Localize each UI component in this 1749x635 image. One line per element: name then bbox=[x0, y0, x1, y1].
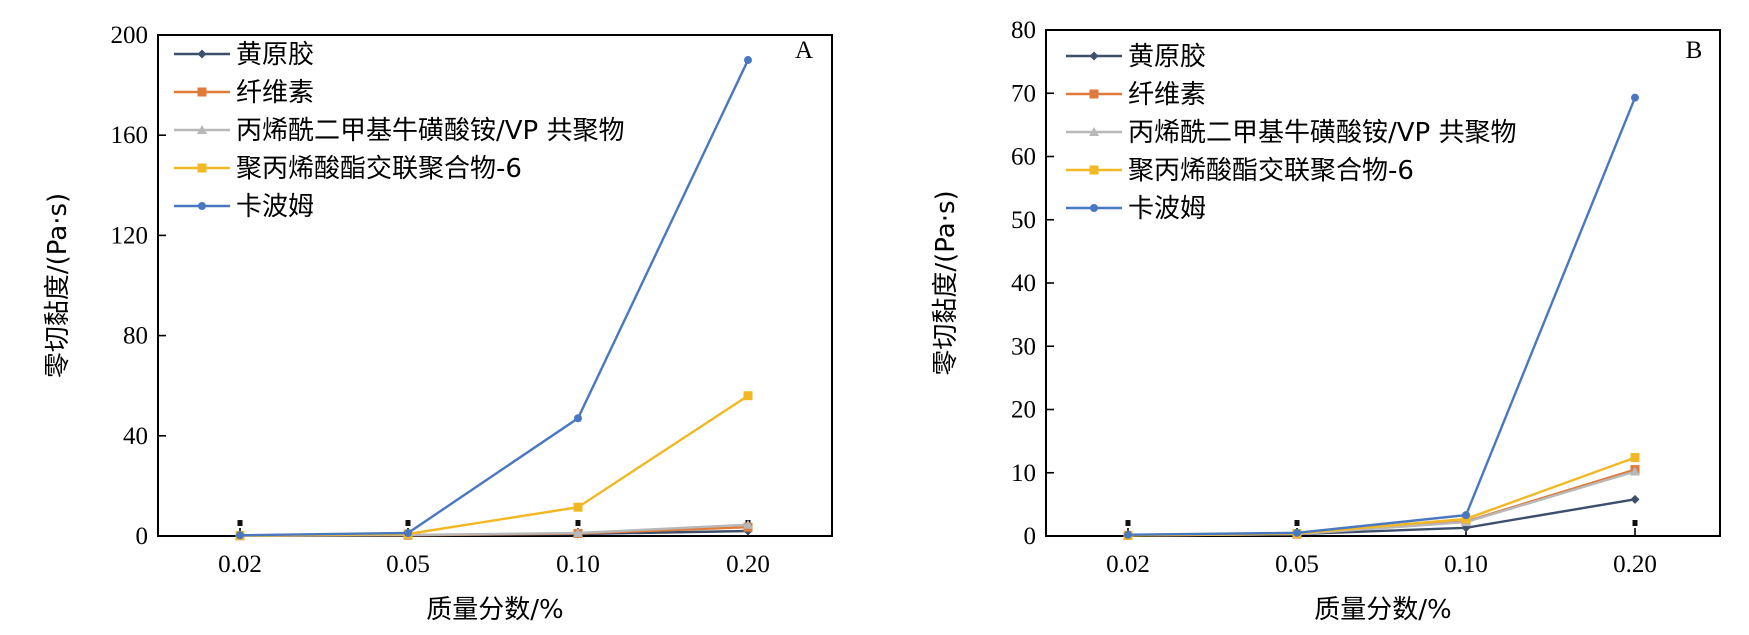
data-point-carbomer6 bbox=[1630, 453, 1640, 463]
data-point-ammonium bbox=[743, 519, 753, 529]
series-line-carbomer bbox=[239, 59, 750, 537]
legend-item-cellulose: 纤维素 bbox=[1066, 80, 1206, 110]
x-axis-label: 质量分数/% bbox=[426, 595, 563, 625]
legend-item-xanthan: 黄原胶 bbox=[1066, 42, 1206, 72]
series-line-xanthan bbox=[1127, 498, 1636, 537]
legend-label: 聚丙烯酸酯交联聚合物-6 bbox=[236, 154, 522, 184]
series-carbomer bbox=[1124, 93, 1639, 539]
x-tick-label: 0.05 bbox=[1275, 551, 1319, 578]
data-point-carbomer bbox=[574, 414, 582, 423]
legend-marker bbox=[1089, 127, 1099, 136]
legend-item-carbomer6: 聚丙烯酸酯交联聚合物-6 bbox=[174, 154, 522, 184]
chart-panel-b: 0 10 20 30 40 50 60 70 80 0.02 0.05 0.10 0.20 质量分数/% 零… bbox=[931, 17, 1721, 625]
panel-label: B bbox=[1686, 37, 1703, 64]
legend-item-cellulose: 纤维素 bbox=[174, 78, 314, 108]
data-point-carbomer bbox=[1293, 528, 1301, 537]
series-carbomer bbox=[236, 56, 752, 540]
legend-marker bbox=[1090, 204, 1098, 212]
y-tick-label: 200 bbox=[111, 22, 149, 49]
legend-label: 黄原胶 bbox=[1128, 42, 1206, 72]
legend-marker bbox=[1089, 89, 1099, 99]
y-axis-label: 零切黏度/(Pa·s) bbox=[43, 193, 73, 378]
legend-label: 黄原胶 bbox=[236, 40, 314, 70]
x-tick-label: 0.05 bbox=[386, 551, 430, 578]
legend-marker bbox=[197, 163, 207, 173]
series-ammonium bbox=[1123, 466, 1640, 540]
x-tick-label: 0.20 bbox=[1613, 551, 1657, 578]
data-point-carbomer bbox=[1462, 511, 1470, 520]
data-point-carbomer bbox=[1124, 530, 1132, 539]
data-point-carbomer bbox=[236, 531, 244, 540]
y-tick-label: 160 bbox=[111, 122, 149, 149]
data-point-ammonium bbox=[573, 527, 583, 537]
x-tick-label: 0.10 bbox=[1444, 551, 1488, 578]
y-tick-label: 40 bbox=[1011, 270, 1036, 297]
legend-item-carbomer6: 聚丙烯酸酯交联聚合物-6 bbox=[1066, 156, 1414, 186]
legend-label: 卡波姆 bbox=[236, 192, 314, 222]
y-tick-label: 0 bbox=[136, 523, 149, 550]
legend-item-ammonium: 丙烯酰二甲基牛磺酸铵/VP 共聚物 bbox=[1066, 118, 1517, 148]
legend-item-ammonium: 丙烯酰二甲基牛磺酸铵/VP 共聚物 bbox=[174, 116, 625, 146]
legend-marker bbox=[1089, 51, 1099, 61]
x-tick-label: 0.20 bbox=[726, 551, 770, 578]
data-point-carbomer bbox=[1631, 93, 1639, 102]
legend-item-carbomer: 卡波姆 bbox=[1066, 194, 1206, 224]
data-point-carbomer6 bbox=[743, 391, 753, 401]
y-tick-label: 30 bbox=[1011, 333, 1036, 360]
series-line-carbomer6 bbox=[239, 394, 749, 537]
legend-marker bbox=[197, 125, 207, 134]
y-tick-label: 60 bbox=[1011, 144, 1036, 171]
x-tick-label: 0.02 bbox=[218, 551, 262, 578]
plot-frame bbox=[157, 34, 833, 537]
legend-label: 聚丙烯酸酯交联聚合物-6 bbox=[1128, 156, 1414, 186]
legend-marker bbox=[197, 87, 207, 97]
y-tick-label: 50 bbox=[1011, 207, 1036, 234]
y-tick-label: 40 bbox=[123, 423, 148, 450]
legend-label: 丙烯酰二甲基牛磺酸铵/VP 共聚物 bbox=[236, 116, 625, 146]
x-axis-label: 质量分数/% bbox=[1314, 595, 1451, 625]
panel-label: A bbox=[795, 37, 813, 64]
y-tick-label: 120 bbox=[111, 222, 149, 249]
data-point-carbomer bbox=[744, 56, 752, 65]
y-tick-label: 70 bbox=[1011, 80, 1036, 107]
legend-marker bbox=[198, 202, 206, 210]
y-tick-label: 0 bbox=[1024, 523, 1037, 550]
legend-label: 纤维素 bbox=[236, 78, 314, 108]
data-point-ammonium bbox=[1630, 466, 1640, 476]
y-tick-label: 20 bbox=[1011, 397, 1036, 424]
series-carbomer6 bbox=[235, 391, 753, 540]
series-line-carbomer bbox=[1127, 97, 1637, 536]
legend-marker bbox=[197, 49, 207, 59]
chart-panel-a: 0 40 80 120 160 200 0.02 0.05 0.10 0.20 质量分数/% 零切黏度… bbox=[43, 22, 833, 625]
legend-label: 丙烯酰二甲基牛磺酸铵/VP 共聚物 bbox=[1128, 118, 1517, 148]
data-point-carbomer bbox=[404, 528, 412, 537]
x-tick-label: 0.10 bbox=[556, 551, 600, 578]
data-point-carbomer6 bbox=[573, 502, 583, 512]
legend-label: 卡波姆 bbox=[1128, 194, 1206, 224]
legend-marker bbox=[1089, 165, 1099, 175]
series-carbomer6 bbox=[1123, 453, 1640, 540]
legend-item-xanthan: 黄原胶 bbox=[174, 40, 314, 70]
y-tick-label: 10 bbox=[1011, 460, 1036, 487]
y-tick-label: 80 bbox=[1011, 17, 1036, 44]
data-point-xanthan bbox=[1630, 494, 1640, 504]
y-tick-label: 80 bbox=[123, 323, 148, 350]
y-axis-label: 零切黏度/(Pa·s) bbox=[931, 190, 961, 375]
legend-label: 纤维素 bbox=[1128, 80, 1206, 110]
x-tick-label: 0.02 bbox=[1106, 551, 1150, 578]
legend-item-carbomer: 卡波姆 bbox=[174, 192, 314, 222]
